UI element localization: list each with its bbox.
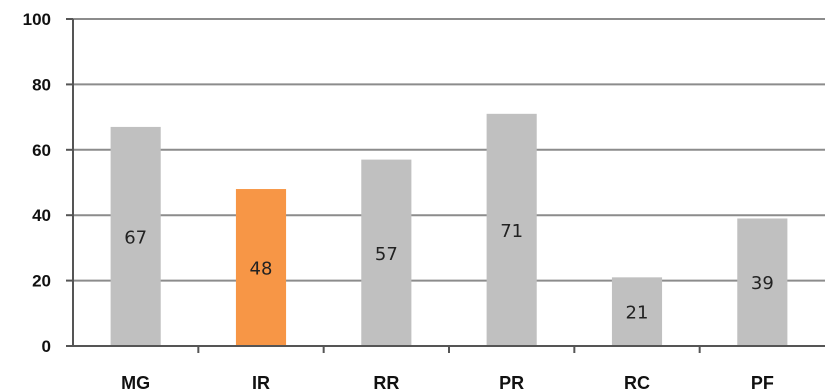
- data-label: 48: [250, 259, 273, 280]
- y-tick-label: 60: [32, 141, 51, 160]
- x-tick-label: RR: [373, 373, 399, 392]
- data-label: 67: [124, 227, 147, 248]
- labels: 0 20 40 60 80 100 67 48 57 71 21 39 MG IR RR PR RC PF: [23, 10, 774, 392]
- data-label: 39: [751, 273, 774, 294]
- y-tick-label: 100: [23, 10, 51, 29]
- y-tick-label: 80: [32, 75, 51, 94]
- y-tick-label: 0: [42, 337, 51, 356]
- x-tick-label: RC: [624, 373, 650, 392]
- bar: [611, 277, 663, 346]
- data-label: 57: [375, 244, 398, 265]
- axes: [66, 18, 825, 353]
- gridlines: [73, 18, 825, 282]
- bar: [486, 113, 537, 346]
- bar: [235, 189, 287, 346]
- x-tick-label: PR: [499, 373, 524, 392]
- bar: [110, 126, 161, 346]
- bars: [110, 113, 788, 346]
- x-tick-label: IR: [252, 373, 270, 392]
- x-tick-label: MG: [121, 373, 150, 392]
- y-tick-label: 20: [32, 272, 51, 291]
- x-tick-label: PF: [751, 373, 774, 392]
- data-label: 21: [626, 303, 649, 324]
- y-tick-label: 40: [32, 206, 51, 225]
- data-label: 71: [500, 221, 523, 242]
- bar: [361, 159, 412, 346]
- bar: [737, 218, 788, 346]
